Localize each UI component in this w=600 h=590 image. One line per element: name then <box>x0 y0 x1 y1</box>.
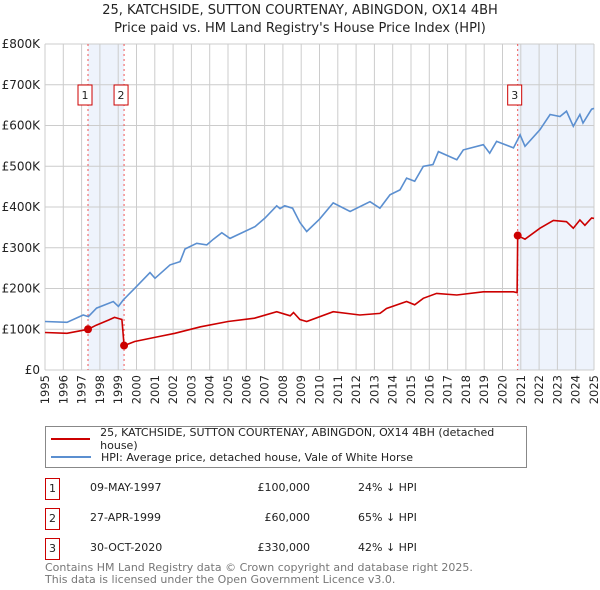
x-tick-label: 2001 <box>148 375 162 404</box>
x-tick-label: 2017 <box>441 375 455 404</box>
sale-point <box>120 341 129 350</box>
legend-item-property: 25, KATCHSIDE, SUTTON COURTENAY, ABINGDO… <box>46 426 526 452</box>
x-tick-label: 2022 <box>532 375 546 404</box>
sale-marker-box <box>77 84 93 106</box>
sale-number-badge: 3 <box>45 538 60 560</box>
x-tick-label: 2014 <box>386 375 400 404</box>
x-tick-label: 2011 <box>331 375 345 404</box>
sale-marker-label: 1 <box>82 89 89 102</box>
sale-row: 2 27-APR-1999 £60,000 65% ↓ HPI <box>45 508 445 530</box>
sale-marker-label: 2 <box>118 89 125 102</box>
sale-date: 30-OCT-2020 <box>90 541 163 554</box>
legend: 25, KATCHSIDE, SUTTON COURTENAY, ABINGDO… <box>45 426 527 468</box>
sale-row: 1 09-MAY-1997 £100,000 24% ↓ HPI <box>45 478 445 500</box>
x-tick-label: 1998 <box>93 375 107 404</box>
sale-date: 27-APR-1999 <box>90 511 162 524</box>
sale-marker-box <box>507 84 523 106</box>
x-tick-label: 2000 <box>130 375 144 404</box>
x-tick-label: 1997 <box>75 375 89 404</box>
legend-swatch-blue <box>51 456 91 458</box>
y-tick-label: £400K <box>2 200 42 214</box>
x-tick-label: 2020 <box>496 375 510 404</box>
sale-point <box>513 231 522 240</box>
x-tick-label: 2019 <box>477 375 491 404</box>
sale-point <box>84 325 93 334</box>
x-tick-label: 2008 <box>276 375 290 404</box>
sale-price: £100,000 <box>257 481 311 494</box>
x-tick-label: 1995 <box>38 375 52 404</box>
y-tick-label: £700K <box>2 78 42 92</box>
y-tick-label: £200K <box>2 282 42 296</box>
x-tick-label: 2012 <box>349 375 363 404</box>
sale-hpi-diff: 65% ↓ HPI <box>358 511 417 524</box>
y-tick-label: £800K <box>2 37 42 51</box>
y-tick-label: £500K <box>2 159 42 173</box>
x-tick-label: 2006 <box>239 375 253 404</box>
x-tick-label: 2007 <box>258 375 272 404</box>
sale-marker-box <box>113 84 129 106</box>
x-tick-label: 2010 <box>313 375 327 404</box>
sale-hpi-diff: 42% ↓ HPI <box>358 541 417 554</box>
y-tick-label: £0 <box>25 363 40 377</box>
series-line <box>44 107 595 324</box>
x-tick-label: 2021 <box>514 375 528 404</box>
sale-number-badge: 2 <box>45 508 60 530</box>
price-chart: 1995 1996 1997 1998 1999 2000 2001 2002 2003 2004… <box>2 37 600 404</box>
x-tick-label: 2002 <box>166 375 180 404</box>
y-tick-label: £300K <box>2 241 42 255</box>
footer-licence: This data is licensed under the Open Gov… <box>45 573 396 586</box>
x-tick-label: 1999 <box>111 375 125 404</box>
legend-label-property: 25, KATCHSIDE, SUTTON COURTENAY, ABINGDO… <box>100 426 495 452</box>
sale-hpi-diff: 24% ↓ HPI <box>358 481 417 494</box>
footer-copyright: Contains HM Land Registry data © Crown c… <box>45 561 473 574</box>
legend-label-hpi: HPI: Average price, detached house, Vale… <box>101 450 413 464</box>
x-tick-label: 2018 <box>459 375 473 404</box>
x-tick-label: 2024 <box>569 375 583 404</box>
sale-marker-label: 3 <box>511 89 518 102</box>
sale-row: 3 30-OCT-2020 £330,000 42% ↓ HPI <box>45 538 445 560</box>
chart-title: 25, KATCHSIDE, SUTTON COURTENAY, ABINGDO… <box>102 3 498 18</box>
sale-price: £330,000 <box>257 541 311 554</box>
sale-number-badge: 1 <box>45 478 60 500</box>
y-tick-label: £100K <box>2 322 42 336</box>
x-tick-label: 2015 <box>404 375 418 404</box>
sale-date: 09-MAY-1997 <box>90 481 162 494</box>
x-tick-label: 2009 <box>294 375 308 404</box>
x-tick-label: 2023 <box>550 375 564 404</box>
x-tick-label: 2003 <box>184 375 198 404</box>
x-tick-label: 2005 <box>221 375 235 404</box>
x-tick-label: 2004 <box>203 375 217 404</box>
series-line <box>44 217 595 347</box>
x-tick-label: 2025 <box>587 375 600 404</box>
x-tick-label: 2016 <box>422 375 436 404</box>
y-tick-label: £600K <box>2 119 42 133</box>
x-tick-label: 1996 <box>56 375 70 404</box>
x-tick-label: 2013 <box>367 375 381 404</box>
sale-price: £60,000 <box>264 511 311 524</box>
legend-swatch-red <box>51 438 91 440</box>
chart-subtitle: Price paid vs. HM Land Registry's House … <box>114 21 486 36</box>
legend-item-hpi: HPI: Average price, detached house, Vale… <box>46 449 413 465</box>
